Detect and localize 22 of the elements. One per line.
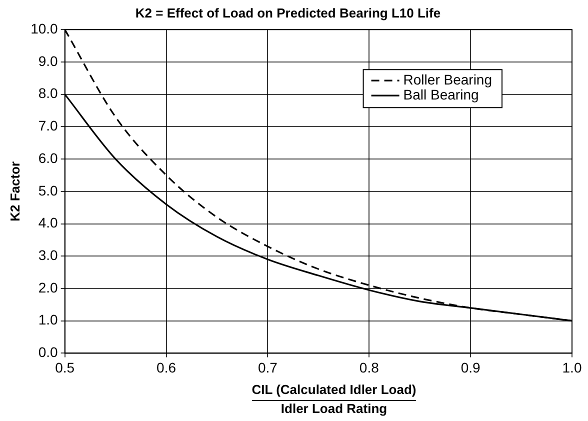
chart-title: K2 = Effect of Load on Predicted Bearing L10 Life <box>135 5 441 20</box>
x-tick-label: 0.5 <box>55 359 75 376</box>
y-tick-label: 7.0 <box>38 118 58 134</box>
y-axis-title: K2 Factor <box>7 161 22 222</box>
x-axis-title: CIL (Calculated Idler Load) Idler Load Rating <box>252 382 416 417</box>
x-tick-label: 0.9 <box>460 359 481 376</box>
y-tick-label: 3.0 <box>38 246 58 263</box>
x-tick-label: 0.6 <box>156 359 176 376</box>
y-tick-label: 10.0 <box>30 20 58 36</box>
y-tick-label: 5.0 <box>38 182 58 198</box>
y-tick-label: 8.0 <box>38 85 58 102</box>
legend-label: Roller Bearing <box>403 71 492 88</box>
x-tick-label: 1.0 <box>562 359 582 376</box>
legend-label: Ball Bearing <box>403 86 479 102</box>
x-tick-label: 0.7 <box>258 359 278 376</box>
y-tick-label: 2.0 <box>38 279 58 296</box>
y-tick-label: 9.0 <box>38 52 58 69</box>
y-tick-label: 4.0 <box>38 214 58 231</box>
y-tick-label: 0.0 <box>38 344 58 360</box>
x-tick-label: 0.8 <box>359 359 380 376</box>
y-tick-label: 6.0 <box>38 150 58 166</box>
y-tick-label: 1.0 <box>38 312 58 328</box>
